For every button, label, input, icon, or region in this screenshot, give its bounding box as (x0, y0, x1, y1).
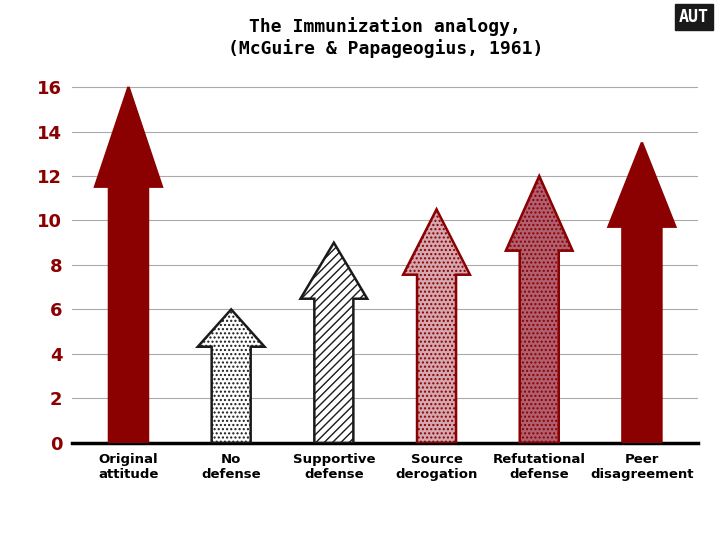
Polygon shape (300, 242, 367, 443)
Polygon shape (506, 176, 572, 443)
Polygon shape (198, 309, 264, 443)
Polygon shape (403, 210, 470, 443)
Polygon shape (608, 143, 675, 443)
Polygon shape (95, 87, 162, 443)
Title: The Immunization analogy,
(McGuire & Papageogius, 1961): The Immunization analogy, (McGuire & Pap… (228, 17, 543, 58)
Text: AUT: AUT (679, 8, 709, 26)
